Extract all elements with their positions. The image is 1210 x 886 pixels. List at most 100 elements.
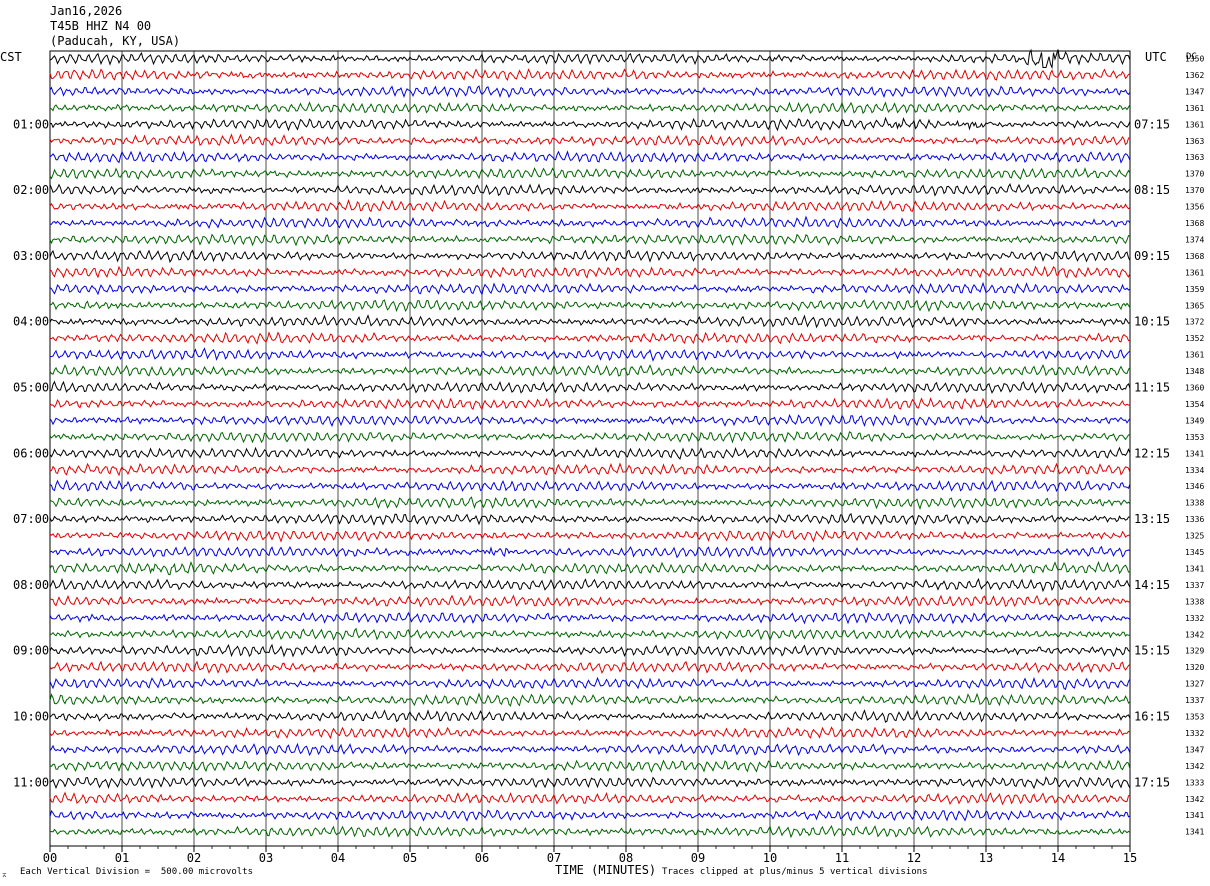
seismic-trace xyxy=(50,215,1131,230)
seismic-trace xyxy=(49,594,1131,608)
scale-note: Each Vertical Division = 500.00 microvol… xyxy=(20,867,253,877)
x-tick-label: 07 xyxy=(547,851,561,865)
x-tick-label: 05 xyxy=(403,851,417,865)
dc-offset-label: 1368 xyxy=(1185,219,1204,228)
x-tick-label: 06 xyxy=(475,851,489,865)
seismic-trace xyxy=(49,759,1131,773)
seismic-trace xyxy=(49,431,1131,444)
dc-offset-label: 1349 xyxy=(1185,416,1204,425)
x-tick-label: 12 xyxy=(907,851,921,865)
dc-offset-label: 1347 xyxy=(1185,745,1204,754)
x-tick-label: 02 xyxy=(187,851,201,865)
seismic-trace xyxy=(49,560,1131,576)
right-hour-label: 08:15 xyxy=(1134,183,1170,197)
x-tick-label: 11 xyxy=(835,851,849,865)
seismic-trace xyxy=(49,545,1131,559)
dc-offset-label: 1360 xyxy=(1185,384,1204,393)
dc-offset-label: 1374 xyxy=(1185,235,1204,244)
dc-offset-label: 1352 xyxy=(1185,334,1204,343)
seismic-trace xyxy=(49,249,1131,263)
x-tick-label: 15 xyxy=(1123,851,1137,865)
dc-offset-label: 1359 xyxy=(1185,285,1204,294)
dc-offset-label: 1346 xyxy=(1185,482,1204,491)
seismic-trace xyxy=(49,512,1131,527)
seismic-trace xyxy=(49,577,1131,593)
x-tick-label: 14 xyxy=(1051,851,1065,865)
seismic-trace xyxy=(49,496,1131,511)
dc-offset-label: 1320 xyxy=(1185,663,1204,672)
x-tick-label: 13 xyxy=(979,851,993,865)
left-hour-label: 10:00 xyxy=(13,710,49,724)
seismic-trace xyxy=(49,692,1131,707)
seismic-trace xyxy=(49,776,1131,790)
left-hour-label: 03:00 xyxy=(13,249,49,263)
left-hour-label: 07:00 xyxy=(13,512,49,526)
left-hour-label: 01:00 xyxy=(13,117,49,131)
dc-offset-label: 1365 xyxy=(1185,301,1204,310)
dc-offset-label: 1327 xyxy=(1185,680,1204,689)
dc-offset-label: 1361 xyxy=(1185,351,1204,360)
seismic-trace xyxy=(49,265,1131,279)
seismic-trace xyxy=(49,68,1131,81)
left-hour-label: 05:00 xyxy=(13,381,49,395)
right-hour-label: 16:15 xyxy=(1134,710,1170,724)
seismic-trace xyxy=(49,167,1131,180)
right-hour-label: 12:15 xyxy=(1134,446,1170,460)
seismic-trace xyxy=(49,116,1131,132)
dc-offset-label: 1325 xyxy=(1185,532,1204,541)
footer-icon: ⌅ xyxy=(2,870,7,879)
dc-offset-label: 1347 xyxy=(1185,87,1204,96)
seismic-trace xyxy=(49,660,1131,675)
seismic-trace xyxy=(49,413,1131,427)
dc-offset-label: 1370 xyxy=(1185,186,1204,195)
right-hour-label: 07:15 xyxy=(1134,117,1170,131)
seismic-trace xyxy=(49,809,1131,822)
seismic-trace xyxy=(49,611,1131,625)
x-tick-label: 09 xyxy=(691,851,705,865)
seismic-trace xyxy=(49,397,1131,411)
dc-offset-label: 1337 xyxy=(1185,581,1204,590)
left-hour-label: 11:00 xyxy=(13,775,49,789)
seismic-trace xyxy=(50,627,1131,642)
seismic-trace xyxy=(49,299,1131,313)
seismic-trace xyxy=(49,101,1131,115)
right-hour-label: 15:15 xyxy=(1134,644,1170,658)
left-hour-label: 09:00 xyxy=(13,644,49,658)
x-axis-title: TIME (MINUTES) xyxy=(555,863,657,877)
dc-offset-label: 1354 xyxy=(1185,400,1204,409)
header-location: (Paducah, KY, USA) xyxy=(50,34,181,48)
dc-offset-label: 1342 xyxy=(1185,630,1204,639)
seismic-trace xyxy=(49,347,1131,362)
seismic-trace xyxy=(49,446,1131,460)
seismic-trace xyxy=(49,85,1131,99)
seismic-trace xyxy=(49,281,1131,296)
right-hour-label: 17:15 xyxy=(1134,775,1170,789)
dc-offset-label: 1341 xyxy=(1185,564,1204,573)
dc-offset-label: 1345 xyxy=(1185,548,1204,557)
dc-offset-label: 1353 xyxy=(1185,713,1204,722)
dc-offset-label: 1361 xyxy=(1185,120,1204,129)
seismic-trace xyxy=(49,709,1131,723)
left-hour-label: 06:00 xyxy=(13,446,49,460)
dc-offset-label: 1336 xyxy=(1185,515,1204,524)
dc-offset-label: 1342 xyxy=(1185,762,1204,771)
seismic-trace xyxy=(49,314,1131,329)
dc-offset-label: 1341 xyxy=(1185,449,1204,458)
dc-offset-label: 1353 xyxy=(1185,433,1204,442)
dc-offset-label: 1334 xyxy=(1185,466,1204,475)
left-hour-label: 04:00 xyxy=(13,315,49,329)
seismic-trace xyxy=(49,48,1131,70)
dc-column-label: DC xyxy=(1186,52,1197,62)
dc-offset-label: 1363 xyxy=(1185,137,1204,146)
seismic-trace xyxy=(49,676,1131,691)
dc-offset-label: 1362 xyxy=(1185,71,1204,80)
dc-offset-label: 1361 xyxy=(1185,104,1204,113)
left-hour-label: 02:00 xyxy=(13,183,49,197)
right-hour-label: 13:15 xyxy=(1134,512,1170,526)
seismic-trace xyxy=(49,479,1131,493)
seismic-trace xyxy=(49,331,1131,345)
dc-offset-label: 1333 xyxy=(1185,778,1204,787)
dc-offset-label: 1332 xyxy=(1185,614,1204,623)
header-date: Jan16,2026 xyxy=(50,4,123,18)
